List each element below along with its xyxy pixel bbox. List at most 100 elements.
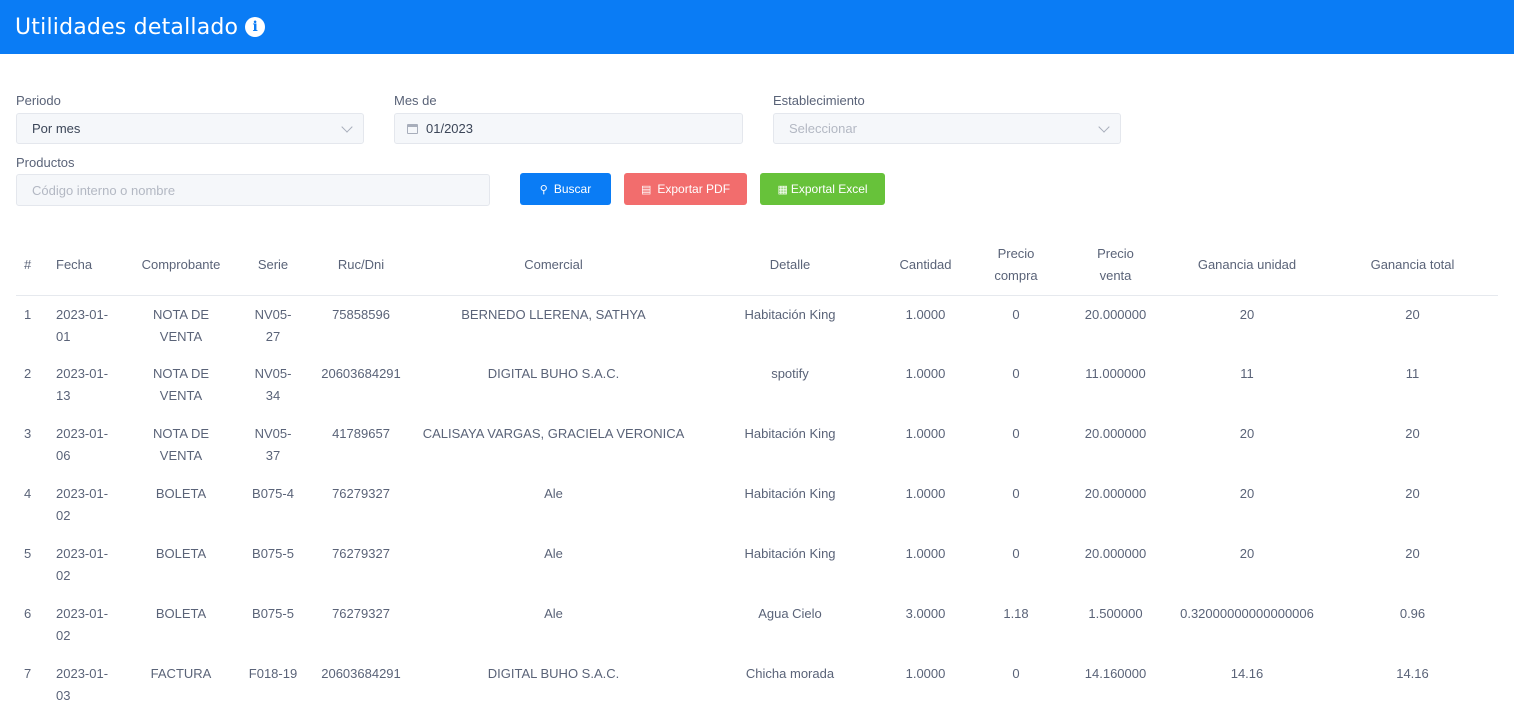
table-row: 4 2023-01-02 BOLETA B075-4 76279327 Ale Habita… (16, 475, 1498, 535)
cell-ganancia-total: 20 (1405, 426, 1420, 441)
cell-fecha: 2023-01-02 (56, 546, 109, 583)
info-circle-icon[interactable]: i (245, 17, 266, 37)
cell-ganancia-total: 11 (1405, 366, 1420, 381)
cell-ruc: 76279327 (332, 606, 390, 621)
cell-comprobante: BOLETA (155, 606, 207, 621)
col-header-precio-venta: Precio venta (1064, 236, 1167, 296)
col-header-precio-compra: Precio compra (968, 236, 1064, 296)
buscar-button[interactable]: ⚲ Buscar (520, 173, 611, 205)
table-row: 7 2023-01-03 FACTURA F018-19 20603684291 DIGI… (16, 655, 1498, 715)
cell-ruc: 75858596 (332, 306, 390, 322)
cell-ruc: 76279327 (332, 546, 390, 561)
cell-comercial: Ale (544, 606, 563, 621)
table-row: 1 2023-01-01 NOTA DE VENTA NV05-27 75858596 B… (16, 295, 1498, 355)
cell-precio-compra: 1.18 (1003, 606, 1029, 621)
exportar-pdf-button[interactable]: ▤ Exportar PDF (624, 173, 747, 205)
cell-serie: NV05-27 (254, 306, 292, 344)
col-header-comprobante: Comprobante (128, 236, 234, 296)
utilidades-table: # Fecha Comprobante Serie Ruc/Dni Comerc… (16, 236, 1498, 715)
cell-comercial: Ale (544, 546, 563, 561)
cell-num: 3 (24, 426, 32, 441)
cell-comercial: DIGITAL BUHO S.A.C. (487, 366, 620, 381)
cell-detalle: Agua Cielo (758, 606, 822, 621)
table-row: 2 2023-01-13 NOTA DE VENTA NV05-34 206036842… (16, 355, 1498, 415)
establecimiento-placeholder: Seleccionar (789, 121, 857, 136)
productos-label: Productos (16, 155, 75, 170)
cell-num: 5 (24, 546, 32, 561)
col-header-ganancia-total: Ganancia total (1327, 236, 1498, 296)
periodo-select[interactable]: Por mes (16, 113, 364, 144)
cell-detalle: Habitación King (744, 546, 836, 561)
cell-precio-venta: 20.000000 (1084, 546, 1147, 561)
cell-ruc: 76279327 (332, 486, 390, 501)
search-icon: ⚲ (539, 183, 548, 196)
cell-num: 6 (24, 606, 32, 621)
productos-input[interactable]: Código interno o nombre (16, 174, 490, 206)
col-header-comercial: Comercial (410, 236, 697, 296)
cell-comprobante: NOTA DE VENTA (152, 366, 210, 403)
chevron-down-icon (1098, 121, 1110, 133)
table-body: 1 2023-01-01 NOTA DE VENTA NV05-27 75858596 B… (16, 295, 1498, 715)
cell-comprobante: FACTURA (150, 666, 212, 681)
cell-num: 2 (24, 366, 32, 381)
cell-fecha: 2023-01-02 (56, 486, 109, 523)
col-header-cantidad: Cantidad (883, 236, 968, 296)
cell-cantidad: 1.0000 (905, 486, 946, 501)
cell-serie: NV05-34 (254, 366, 292, 403)
cell-cantidad: 3.0000 (905, 606, 946, 621)
cell-precio-compra: 0 (1012, 426, 1020, 441)
cell-ganancia-total: 20 (1405, 306, 1420, 322)
cell-ganancia-unidad: 20 (1239, 426, 1255, 441)
mes-value: 01/2023 (426, 121, 473, 136)
cell-num: 1 (24, 306, 32, 322)
cell-detalle: spotify (771, 366, 809, 381)
cell-precio-venta: 20.000000 (1084, 426, 1147, 441)
cell-num: 7 (24, 666, 32, 681)
cell-fecha: 2023-01-01 (56, 306, 109, 344)
cell-comprobante: NOTA DE VENTA (152, 426, 210, 463)
cell-precio-compra: 0 (1012, 486, 1020, 501)
filters-panel: Periodo Por mes Mes de 01/2023 Estableci… (0, 54, 1514, 234)
cell-ruc: 20603684291 (321, 366, 401, 381)
col-header-ruc: Ruc/Dni (312, 236, 410, 296)
cell-fecha: 2023-01-02 (56, 606, 109, 643)
table-row: 3 2023-01-06 NOTA DE VENTA NV05-37 41789657 C… (16, 415, 1498, 475)
cell-cantidad: 1.0000 (905, 666, 946, 681)
cell-detalle: Habitación King (744, 306, 836, 322)
cell-detalle: Chicha morada (745, 666, 835, 681)
col-header-fecha: Fecha (48, 236, 128, 296)
cell-ganancia-unidad: 20 (1239, 486, 1255, 501)
cell-precio-compra: 0 (1012, 546, 1020, 561)
establecimiento-select[interactable]: Seleccionar (773, 113, 1121, 144)
cell-comercial: Ale (544, 486, 563, 501)
cell-ganancia-total: 20 (1405, 546, 1420, 561)
table-row: 5 2023-01-02 BOLETA B075-5 76279327 Ale Habita… (16, 535, 1498, 595)
cell-detalle: Habitación King (744, 486, 836, 501)
cell-ruc: 20603684291 (321, 666, 401, 681)
exportar-excel-button[interactable]: ▦ Exportal Excel (760, 173, 885, 205)
productos-placeholder: Código interno o nombre (32, 182, 176, 198)
document-icon: ▤ (640, 183, 652, 196)
periodo-label: Periodo (16, 93, 61, 108)
table-header-row: # Fecha Comprobante Serie Ruc/Dni Comerc… (16, 236, 1498, 296)
cell-comprobante: BOLETA (155, 486, 207, 501)
cell-serie: B075-5 (252, 546, 294, 561)
cell-cantidad: 1.0000 (905, 366, 946, 381)
chevron-down-icon (341, 121, 353, 133)
periodo-value: Por mes (32, 121, 81, 136)
cell-cantidad: 1.0000 (905, 426, 946, 441)
mes-label: Mes de (394, 93, 437, 108)
cell-ganancia-unidad: 11 (1240, 366, 1254, 381)
cell-ganancia-total: 20 (1405, 486, 1420, 501)
cell-fecha: 2023-01-06 (56, 426, 109, 463)
cell-serie: B075-5 (252, 606, 294, 621)
cell-precio-venta: 20.000000 (1084, 486, 1147, 501)
mes-datepicker[interactable]: 01/2023 (394, 113, 743, 144)
cell-precio-venta: 11.000000 (1085, 366, 1146, 381)
cell-ganancia-unidad: 0.32000000000000006 (1180, 606, 1314, 621)
cell-comercial: CALISAYA VARGAS, GRACIELA VERONICA (422, 426, 685, 441)
cell-precio-venta: 1.500000 (1088, 606, 1143, 621)
cell-comprobante: NOTA DE VENTA (152, 306, 210, 344)
cell-ganancia-total: 14.16 (1396, 666, 1429, 681)
cell-comercial: DIGITAL BUHO S.A.C. (487, 666, 620, 681)
